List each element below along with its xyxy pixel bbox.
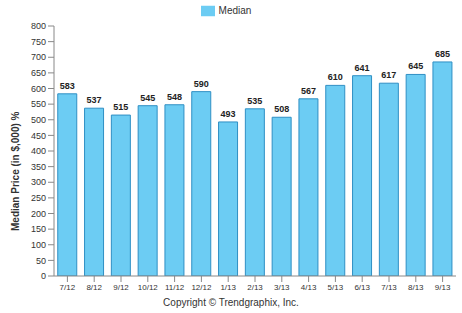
svg-text:645: 645 [408, 61, 423, 71]
svg-text:590: 590 [194, 79, 209, 89]
svg-text:Median Price (in $,000) %: Median Price (in $,000) % [10, 111, 21, 231]
svg-text:5/13: 5/13 [328, 283, 344, 292]
svg-text:300: 300 [31, 177, 46, 187]
html-text:Median: Median [218, 4, 252, 16]
svg-text:4/13: 4/13 [301, 283, 317, 292]
svg-text:550: 550 [31, 99, 46, 109]
svg-text:750: 750 [31, 37, 46, 47]
svg-text:548: 548 [167, 92, 182, 102]
svg-text:685: 685 [435, 49, 450, 59]
svg-text:200: 200 [31, 209, 46, 219]
svg-text:641: 641 [355, 63, 370, 73]
svg-text:515: 515 [113, 102, 128, 112]
svg-text:7/13: 7/13 [381, 283, 397, 292]
svg-text:610: 610 [328, 72, 343, 82]
svg-text:100: 100 [31, 240, 46, 250]
svg-text:800: 800 [31, 21, 46, 31]
svg-text:400: 400 [31, 146, 46, 156]
svg-text:545: 545 [140, 93, 155, 103]
svg-text:650: 650 [31, 68, 46, 78]
svg-text:50: 50 [36, 256, 46, 266]
svg-text:3/13: 3/13 [274, 283, 290, 292]
svg-text:6/13: 6/13 [354, 283, 370, 292]
svg-text:250: 250 [31, 193, 46, 203]
svg-text:10/12: 10/12 [138, 283, 159, 292]
svg-text:0: 0 [41, 271, 46, 281]
svg-text:583: 583 [60, 81, 75, 91]
svg-text:1/13: 1/13 [220, 283, 236, 292]
svg-text:9/13: 9/13 [435, 283, 451, 292]
svg-text:450: 450 [31, 131, 46, 141]
svg-text:2/13: 2/13 [247, 283, 263, 292]
svg-text:350: 350 [31, 162, 46, 172]
svg-text:535: 535 [247, 96, 262, 106]
svg-text:508: 508 [274, 104, 289, 114]
svg-text:7/12: 7/12 [60, 283, 76, 292]
svg-text:493: 493 [221, 109, 236, 119]
html-text:Copyright © Trendgraphix, Inc.: Copyright © Trendgraphix, Inc. [163, 297, 299, 308]
svg-text:9/12: 9/12 [113, 283, 129, 292]
svg-text:11/12: 11/12 [165, 283, 185, 292]
svg-text:700: 700 [31, 52, 46, 62]
svg-text:617: 617 [381, 70, 396, 80]
svg-text:8/13: 8/13 [408, 283, 424, 292]
svg-text:150: 150 [31, 224, 46, 234]
svg-text:500: 500 [31, 115, 46, 125]
svg-text:12/12: 12/12 [191, 283, 212, 292]
svg-text:8/12: 8/12 [86, 283, 102, 292]
svg-text:600: 600 [31, 84, 46, 94]
svg-text:537: 537 [87, 95, 102, 105]
svg-text:567: 567 [301, 86, 316, 96]
